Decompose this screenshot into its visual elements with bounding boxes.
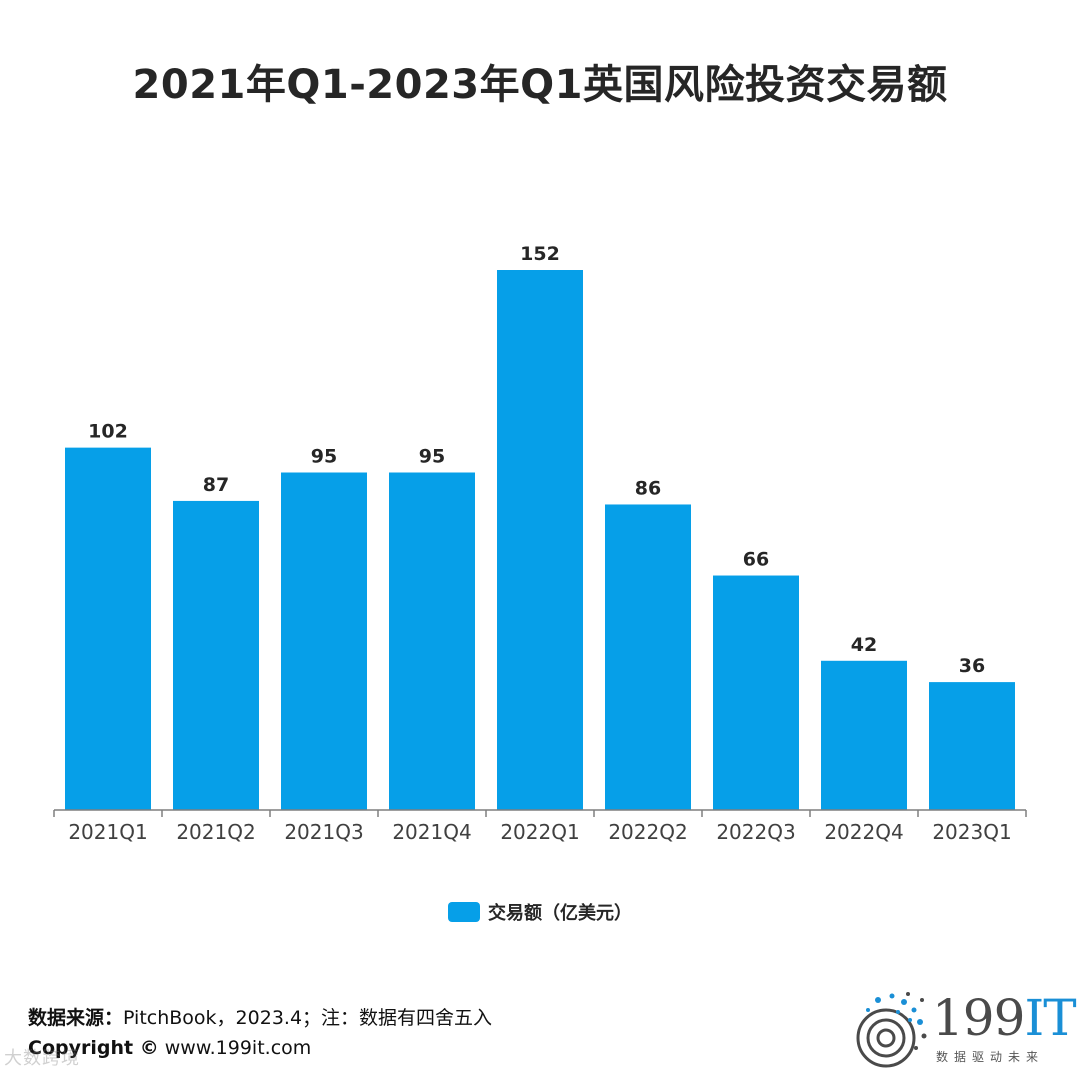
bar-2022Q1 bbox=[497, 270, 583, 810]
x-tick-label-2022Q3: 2022Q3 bbox=[716, 820, 795, 844]
value-label-2022Q2: 86 bbox=[635, 477, 661, 499]
legend-swatch bbox=[448, 902, 480, 922]
x-tick-label-2022Q2: 2022Q2 bbox=[608, 820, 687, 844]
x-tick-label-2023Q1: 2023Q1 bbox=[932, 820, 1011, 844]
x-tick-label-2022Q4: 2022Q4 bbox=[824, 820, 903, 844]
value-label-2022Q4: 42 bbox=[851, 634, 877, 656]
dots-globe-icon bbox=[856, 992, 927, 1068]
value-label-2021Q2: 87 bbox=[203, 474, 229, 496]
source-note: 数据来源：PitchBook，2023.4；注：数据有四舍五入 bbox=[28, 1003, 492, 1030]
chart-title: 2021年Q1-2023年Q1英国风险投资交易额 bbox=[132, 62, 948, 108]
value-label-2021Q3: 95 bbox=[311, 446, 337, 468]
value-labels-group: 102 87 95 95 152 86 66 42 36 bbox=[88, 243, 985, 677]
x-tick-label-2021Q3: 2021Q3 bbox=[284, 820, 363, 844]
bar-2021Q4 bbox=[389, 472, 475, 810]
copyright-text: www.199it.com bbox=[158, 1037, 312, 1059]
bar-2022Q3 bbox=[713, 575, 799, 810]
brand-logo: 199IT 数据驱动未来 bbox=[848, 990, 1077, 1070]
x-tick-labels-group: 2021Q1 2021Q2 2021Q3 2021Q4 2022Q1 2022Q2 2022… bbox=[68, 820, 1011, 844]
value-label-2023Q1: 36 bbox=[959, 655, 985, 677]
value-label-2022Q1: 152 bbox=[520, 243, 560, 265]
watermark: 大数跨境 bbox=[4, 1048, 80, 1069]
bar-2023Q1 bbox=[929, 682, 1015, 810]
x-tick-label-2021Q1: 2021Q1 bbox=[68, 820, 147, 844]
bars-group bbox=[65, 270, 1015, 810]
x-tick-label-2022Q1: 2022Q1 bbox=[500, 820, 579, 844]
x-tick-label-2021Q2: 2021Q2 bbox=[176, 820, 255, 844]
value-label-2021Q4: 95 bbox=[419, 446, 445, 468]
bar-2021Q3 bbox=[281, 472, 367, 810]
copyright-note: Copyright © www.199it.com bbox=[28, 1037, 311, 1059]
copyright-label: Copyright © bbox=[28, 1037, 159, 1059]
value-label-2022Q3: 66 bbox=[743, 549, 769, 571]
legend: 交易额（亿美元） bbox=[0, 899, 1080, 925]
bar-2021Q2 bbox=[173, 500, 259, 810]
x-tick-label-2021Q4: 2021Q4 bbox=[392, 820, 471, 844]
legend-label: 交易额（亿美元） bbox=[488, 903, 632, 924]
logo-tagline: 数据驱动未来 bbox=[936, 1050, 1045, 1064]
value-label-2021Q1: 102 bbox=[88, 421, 128, 443]
source-label: 数据来源： bbox=[28, 1007, 124, 1029]
x-ticks-group bbox=[53, 810, 1027, 817]
source-text: PitchBook，2023.4；注：数据有四舍五入 bbox=[123, 1007, 493, 1029]
logo-wordmark: 199IT bbox=[932, 989, 1077, 1047]
bar-2021Q1 bbox=[65, 447, 151, 810]
logo-main-text: 199 bbox=[932, 989, 1025, 1047]
bar-2022Q2 bbox=[605, 504, 691, 810]
bar-2022Q4 bbox=[821, 660, 907, 810]
logo-accent-text: IT bbox=[1024, 989, 1076, 1047]
